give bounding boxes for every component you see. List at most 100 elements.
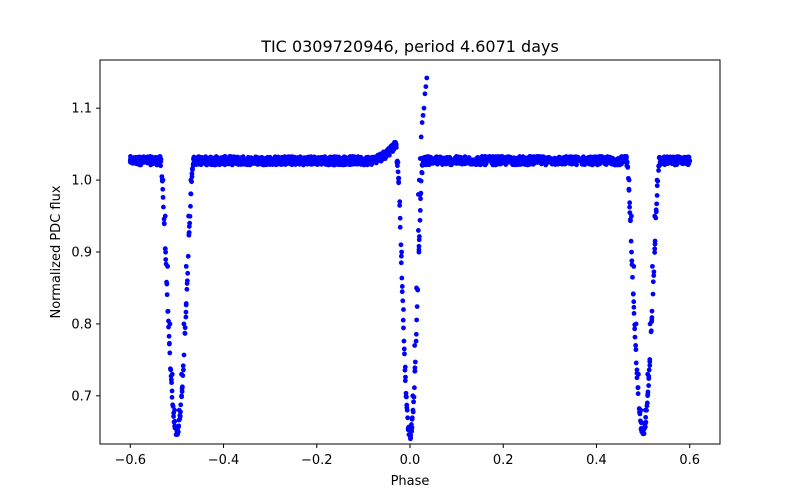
data-point: [656, 168, 661, 173]
data-point: [416, 234, 422, 239]
outlier-point: [423, 84, 429, 90]
data-point: [395, 163, 400, 169]
data-point: [169, 371, 175, 377]
data-point: [629, 249, 634, 255]
data-point: [421, 158, 427, 164]
data-point: [643, 419, 649, 425]
data-point: [182, 325, 188, 331]
data-point: [631, 299, 637, 305]
data-point: [646, 367, 652, 373]
data-point: [160, 194, 166, 200]
outlier-point: [424, 75, 430, 81]
data-point: [419, 170, 425, 176]
data-point: [500, 158, 506, 164]
data-point: [198, 162, 204, 168]
data-point: [648, 329, 654, 335]
outlier-point: [420, 112, 426, 118]
data-point: [177, 413, 183, 419]
data-point: [403, 394, 409, 399]
data-point: [410, 393, 416, 399]
data-point: [412, 385, 417, 391]
data-point: [391, 145, 397, 151]
data-point: [393, 141, 399, 147]
data-point: [412, 368, 418, 374]
data-point: [168, 377, 174, 383]
data-point: [188, 203, 193, 209]
data-point: [183, 314, 189, 320]
data-point: [395, 169, 401, 175]
data-point: [185, 253, 191, 259]
data-point: [410, 407, 416, 413]
data-point: [162, 246, 168, 252]
data-point: [630, 291, 636, 297]
data-point: [631, 304, 637, 310]
data-point: [190, 163, 196, 169]
y-tick-label: 0.9: [71, 246, 92, 261]
data-point: [643, 414, 649, 420]
data-point: [413, 331, 419, 337]
data-point: [628, 238, 634, 244]
data-point: [386, 152, 392, 158]
data-point: [399, 275, 405, 281]
data-point: [400, 317, 406, 323]
data-point: [645, 392, 651, 397]
data-point: [415, 228, 421, 233]
data-point: [360, 158, 366, 164]
data-point: [398, 260, 404, 266]
data-point: [414, 304, 420, 309]
y-axis-label: Normalized PDC flux: [49, 185, 64, 318]
data-point: [414, 285, 419, 291]
data-point: [267, 158, 273, 164]
data-point: [646, 376, 652, 381]
data-point: [633, 321, 639, 327]
data-point: [687, 158, 693, 164]
data-point: [418, 196, 423, 202]
x-tick-label: 0.4: [586, 453, 607, 468]
data-point: [161, 220, 167, 226]
data-point: [622, 156, 627, 161]
data-point: [170, 404, 176, 409]
data-point: [409, 416, 415, 422]
data-point: [155, 156, 161, 161]
data-point: [169, 394, 175, 400]
y-tick-label: 1.0: [71, 174, 92, 189]
data-point: [654, 201, 660, 207]
data-point: [401, 338, 407, 344]
data-point: [651, 269, 657, 275]
data-point: [167, 321, 173, 327]
data-point: [289, 162, 295, 168]
data-point: [407, 432, 413, 438]
data-point: [184, 286, 190, 292]
data-point: [164, 281, 170, 287]
data-point: [160, 186, 166, 192]
data-point: [179, 394, 185, 400]
data-point: [193, 156, 198, 161]
data-point: [183, 301, 189, 306]
data-point: [176, 407, 182, 413]
data-point: [417, 207, 423, 213]
outlier-point: [415, 192, 421, 197]
data-point: [397, 199, 403, 205]
data-point: [402, 378, 408, 384]
data-point: [406, 425, 411, 431]
x-tick-label: −0.6: [115, 453, 147, 468]
data-point: [402, 351, 407, 357]
data-point: [629, 258, 635, 264]
data-point: [163, 257, 169, 262]
data-point: [166, 333, 172, 339]
data-point: [647, 321, 653, 327]
data-point: [379, 152, 385, 158]
data-point: [398, 253, 404, 259]
data-point: [166, 341, 172, 347]
data-point: [627, 204, 632, 210]
data-point: [654, 183, 660, 189]
data-point: [240, 154, 246, 160]
data-point: [398, 242, 404, 248]
data-point: [652, 249, 658, 255]
data-point: [179, 371, 184, 377]
chart-title: TIC 0309720946, period 4.6071 days: [260, 37, 559, 56]
data-point: [164, 292, 170, 298]
data-point: [179, 389, 185, 395]
x-axis-label: Phase: [391, 474, 430, 489]
